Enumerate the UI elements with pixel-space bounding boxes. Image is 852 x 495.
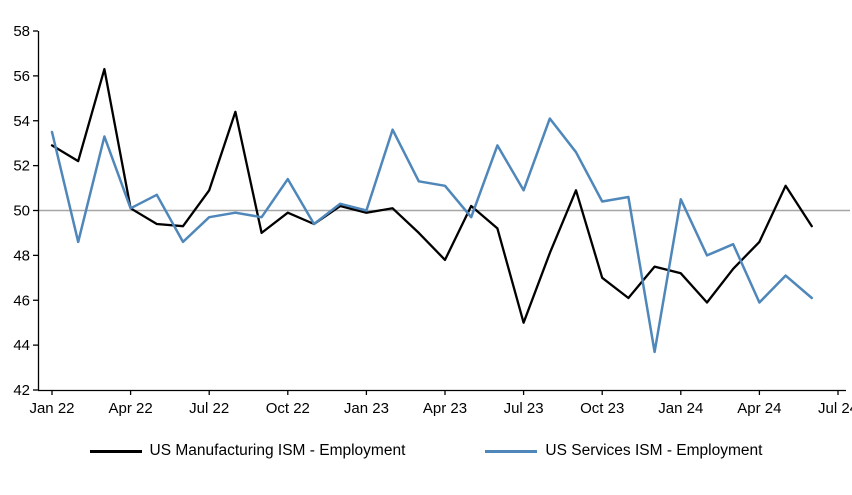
services-series-line <box>50 117 814 354</box>
y-tick-label: 58 <box>13 23 30 40</box>
y-tick-label: 56 <box>13 68 30 85</box>
x-tick-label: Jan 22 <box>29 400 74 417</box>
x-tick-label: Apr 24 <box>737 400 781 417</box>
y-tick-label: 44 <box>13 337 30 354</box>
x-tick-label: Jan 23 <box>344 400 389 417</box>
x-tick-label: Jan 24 <box>658 400 703 417</box>
y-tick-label: 52 <box>13 158 30 175</box>
chart-plot-area: 42 44 46 48 50 52 54 56 58 Jan 22 Apr 22 Jul 22 Oct … <box>13 23 852 417</box>
x-tick-label: Oct 23 <box>580 400 624 417</box>
x-tick-label: Jul 24 <box>818 400 852 417</box>
x-tick-label: Jul 23 <box>504 400 544 417</box>
y-tick-label: 54 <box>13 113 30 130</box>
chart-legend: US Manufacturing ISM - Employment US Ser… <box>0 442 852 460</box>
legend-item-manufacturing: US Manufacturing ISM - Employment <box>89 442 406 460</box>
y-tick-label: 42 <box>13 382 30 399</box>
x-tick-label: Apr 22 <box>108 400 152 417</box>
x-tick-label: Jul 22 <box>189 400 229 417</box>
y-tick-label: 50 <box>13 203 30 220</box>
services-line-swatch <box>485 449 538 453</box>
manufacturing-line-swatch <box>89 449 142 453</box>
y-tick-label: 48 <box>13 247 30 264</box>
x-tick-label: Apr 23 <box>423 400 467 417</box>
legend-label-services: US Services ISM - Employment <box>545 442 763 459</box>
y-tick-label: 46 <box>13 292 30 309</box>
manufacturing-series-line <box>50 67 813 324</box>
x-tick-label: Oct 22 <box>266 400 310 417</box>
legend-item-services: US Services ISM - Employment <box>485 442 762 460</box>
legend-label-manufacturing: US Manufacturing ISM - Employment <box>149 442 406 459</box>
